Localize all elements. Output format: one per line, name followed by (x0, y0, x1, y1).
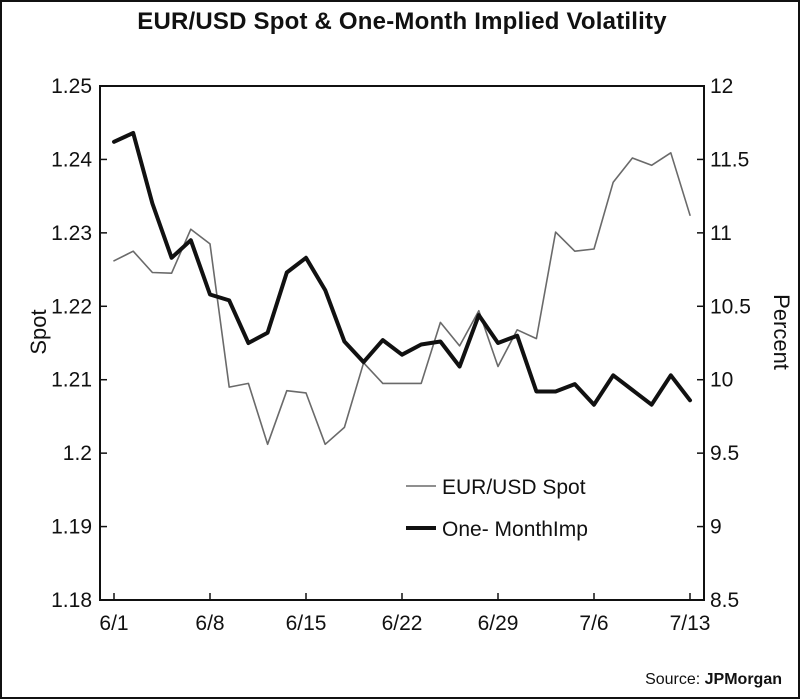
right-tick-label: 10.5 (710, 295, 751, 318)
legend: EUR/USD Spot One- MonthImp (406, 476, 588, 541)
x-tick-label: 6/22 (382, 612, 423, 635)
right-tick-label: 9 (710, 516, 722, 539)
left-tick-label: 1.21 (51, 369, 92, 392)
source-prefix: Source: (645, 671, 705, 688)
left-tick-label: 1.24 (51, 148, 92, 171)
left-axis-ticks: 1.25 1.24 1.23 1.22 1.21 1.2 1.19 1.18 (51, 75, 107, 612)
left-tick-label: 1.22 (51, 295, 92, 318)
source-name: JPMorgan (704, 671, 782, 688)
left-axis-label: Spot (26, 309, 51, 354)
volatility-series-line (112, 131, 692, 407)
source-note: Source: JPMorgan (645, 671, 782, 689)
right-tick-label: 10 (710, 369, 733, 392)
plot-area (99, 85, 705, 601)
chart-title: EUR/USD Spot & One-Month Implied Volatil… (137, 8, 667, 35)
x-tick-label: 6/1 (99, 612, 128, 635)
left-tick-label: 1.18 (51, 589, 92, 612)
right-tick-label: 9.5 (710, 442, 739, 465)
x-tick-label: 6/29 (478, 612, 519, 635)
x-axis-ticks: 6/1 6/8 6/15 6/22 6/29 7/6 7/13 (99, 593, 710, 635)
x-tick-label: 7/13 (670, 612, 711, 635)
x-tick-label: 6/15 (286, 612, 327, 635)
series-layer (112, 131, 692, 446)
x-tick-label: 6/8 (195, 612, 224, 635)
legend-label-spot: EUR/USD Spot (442, 476, 586, 499)
left-tick-label: 1.2 (63, 442, 92, 465)
right-axis-ticks: 12 11.5 11 10.5 10 9.5 9 8.5 (697, 75, 751, 612)
left-tick-label: 1.23 (51, 222, 92, 245)
right-tick-label: 12 (710, 75, 733, 98)
x-tick-label: 7/6 (579, 612, 608, 635)
right-tick-label: 11.5 (710, 148, 749, 171)
right-axis-label: Percent (769, 294, 794, 370)
right-tick-label: 8.5 (710, 589, 739, 612)
right-tick-label: 11 (710, 222, 732, 245)
left-tick-label: 1.25 (51, 75, 92, 98)
left-tick-label: 1.19 (51, 516, 92, 539)
legend-label-vol: One- MonthImp (442, 518, 588, 541)
spot-series-line (113, 152, 691, 446)
plot-border (99, 85, 705, 601)
